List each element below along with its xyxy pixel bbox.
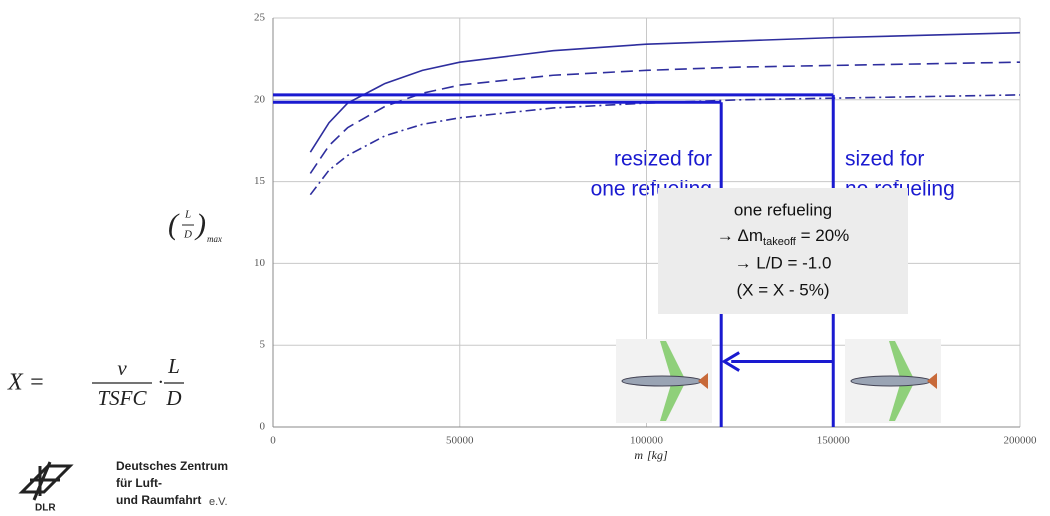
formula-num: L — [167, 354, 180, 378]
formula-num: v — [117, 356, 127, 380]
logo-text: und Raumfahrt — [116, 493, 201, 507]
x-tick-label: 200000 — [1004, 435, 1038, 447]
formula-den: TSFC — [97, 386, 147, 410]
formula-lhs: X = — [7, 370, 45, 396]
tail — [698, 373, 708, 389]
airplane-icon — [616, 339, 712, 423]
formula-den: D — [165, 386, 181, 410]
wing — [660, 341, 686, 381]
series-line — [309, 94, 1021, 196]
logo-mark-text: DLR — [35, 503, 56, 514]
fuselage — [850, 375, 932, 387]
annotation: sized for — [845, 148, 924, 171]
box-text: → Δmtakeoff = 20% — [717, 226, 850, 247]
box-text: → L/D = -1.0 — [735, 253, 832, 272]
x-tick-label: 150000 — [817, 435, 851, 447]
paren: ( — [168, 208, 180, 241]
fuselage — [621, 375, 703, 387]
wing — [889, 341, 915, 381]
tail — [927, 373, 937, 389]
series-line — [309, 61, 1021, 174]
y-tick-label: 20 — [254, 93, 266, 105]
formula-dot: · — [158, 372, 163, 394]
box-text: (X = X - 5%) — [736, 280, 829, 299]
wing — [889, 381, 915, 421]
y-label-den: D — [183, 229, 192, 241]
box-text: = 20% — [796, 226, 849, 245]
y-tick-label: 0 — [260, 421, 266, 433]
box-subscript: takeoff — [763, 236, 797, 248]
wing — [660, 381, 686, 421]
y-tick-label: 15 — [254, 175, 266, 187]
box-text: → Δm — [717, 226, 763, 245]
info-box — [658, 188, 908, 314]
y-tick-label: 10 — [254, 257, 266, 269]
logo-text: Deutsches Zentrum — [116, 459, 228, 473]
airplane-icon — [845, 339, 941, 423]
annotation: resized for — [614, 148, 712, 171]
x-label-unit: [kg] — [647, 448, 668, 462]
logo-text: e.V. — [209, 496, 228, 508]
paren: ) — [194, 208, 206, 241]
y-label-num: L — [184, 209, 191, 221]
logo-mark — [18, 461, 74, 501]
x-tick-label: 50000 — [446, 435, 474, 447]
y-tick-label: 5 — [260, 339, 266, 351]
logo-text: für Luft- — [116, 476, 162, 490]
arrow-head — [721, 351, 740, 372]
box-text: one refueling — [734, 200, 832, 219]
y-label-sub: max — [207, 234, 222, 244]
y-tick-label: 25 — [254, 12, 266, 24]
x-label: m — [634, 448, 643, 462]
x-tick-label: 0 — [270, 435, 276, 447]
x-tick-label: 100000 — [630, 435, 664, 447]
series-line — [309, 31, 1021, 153]
